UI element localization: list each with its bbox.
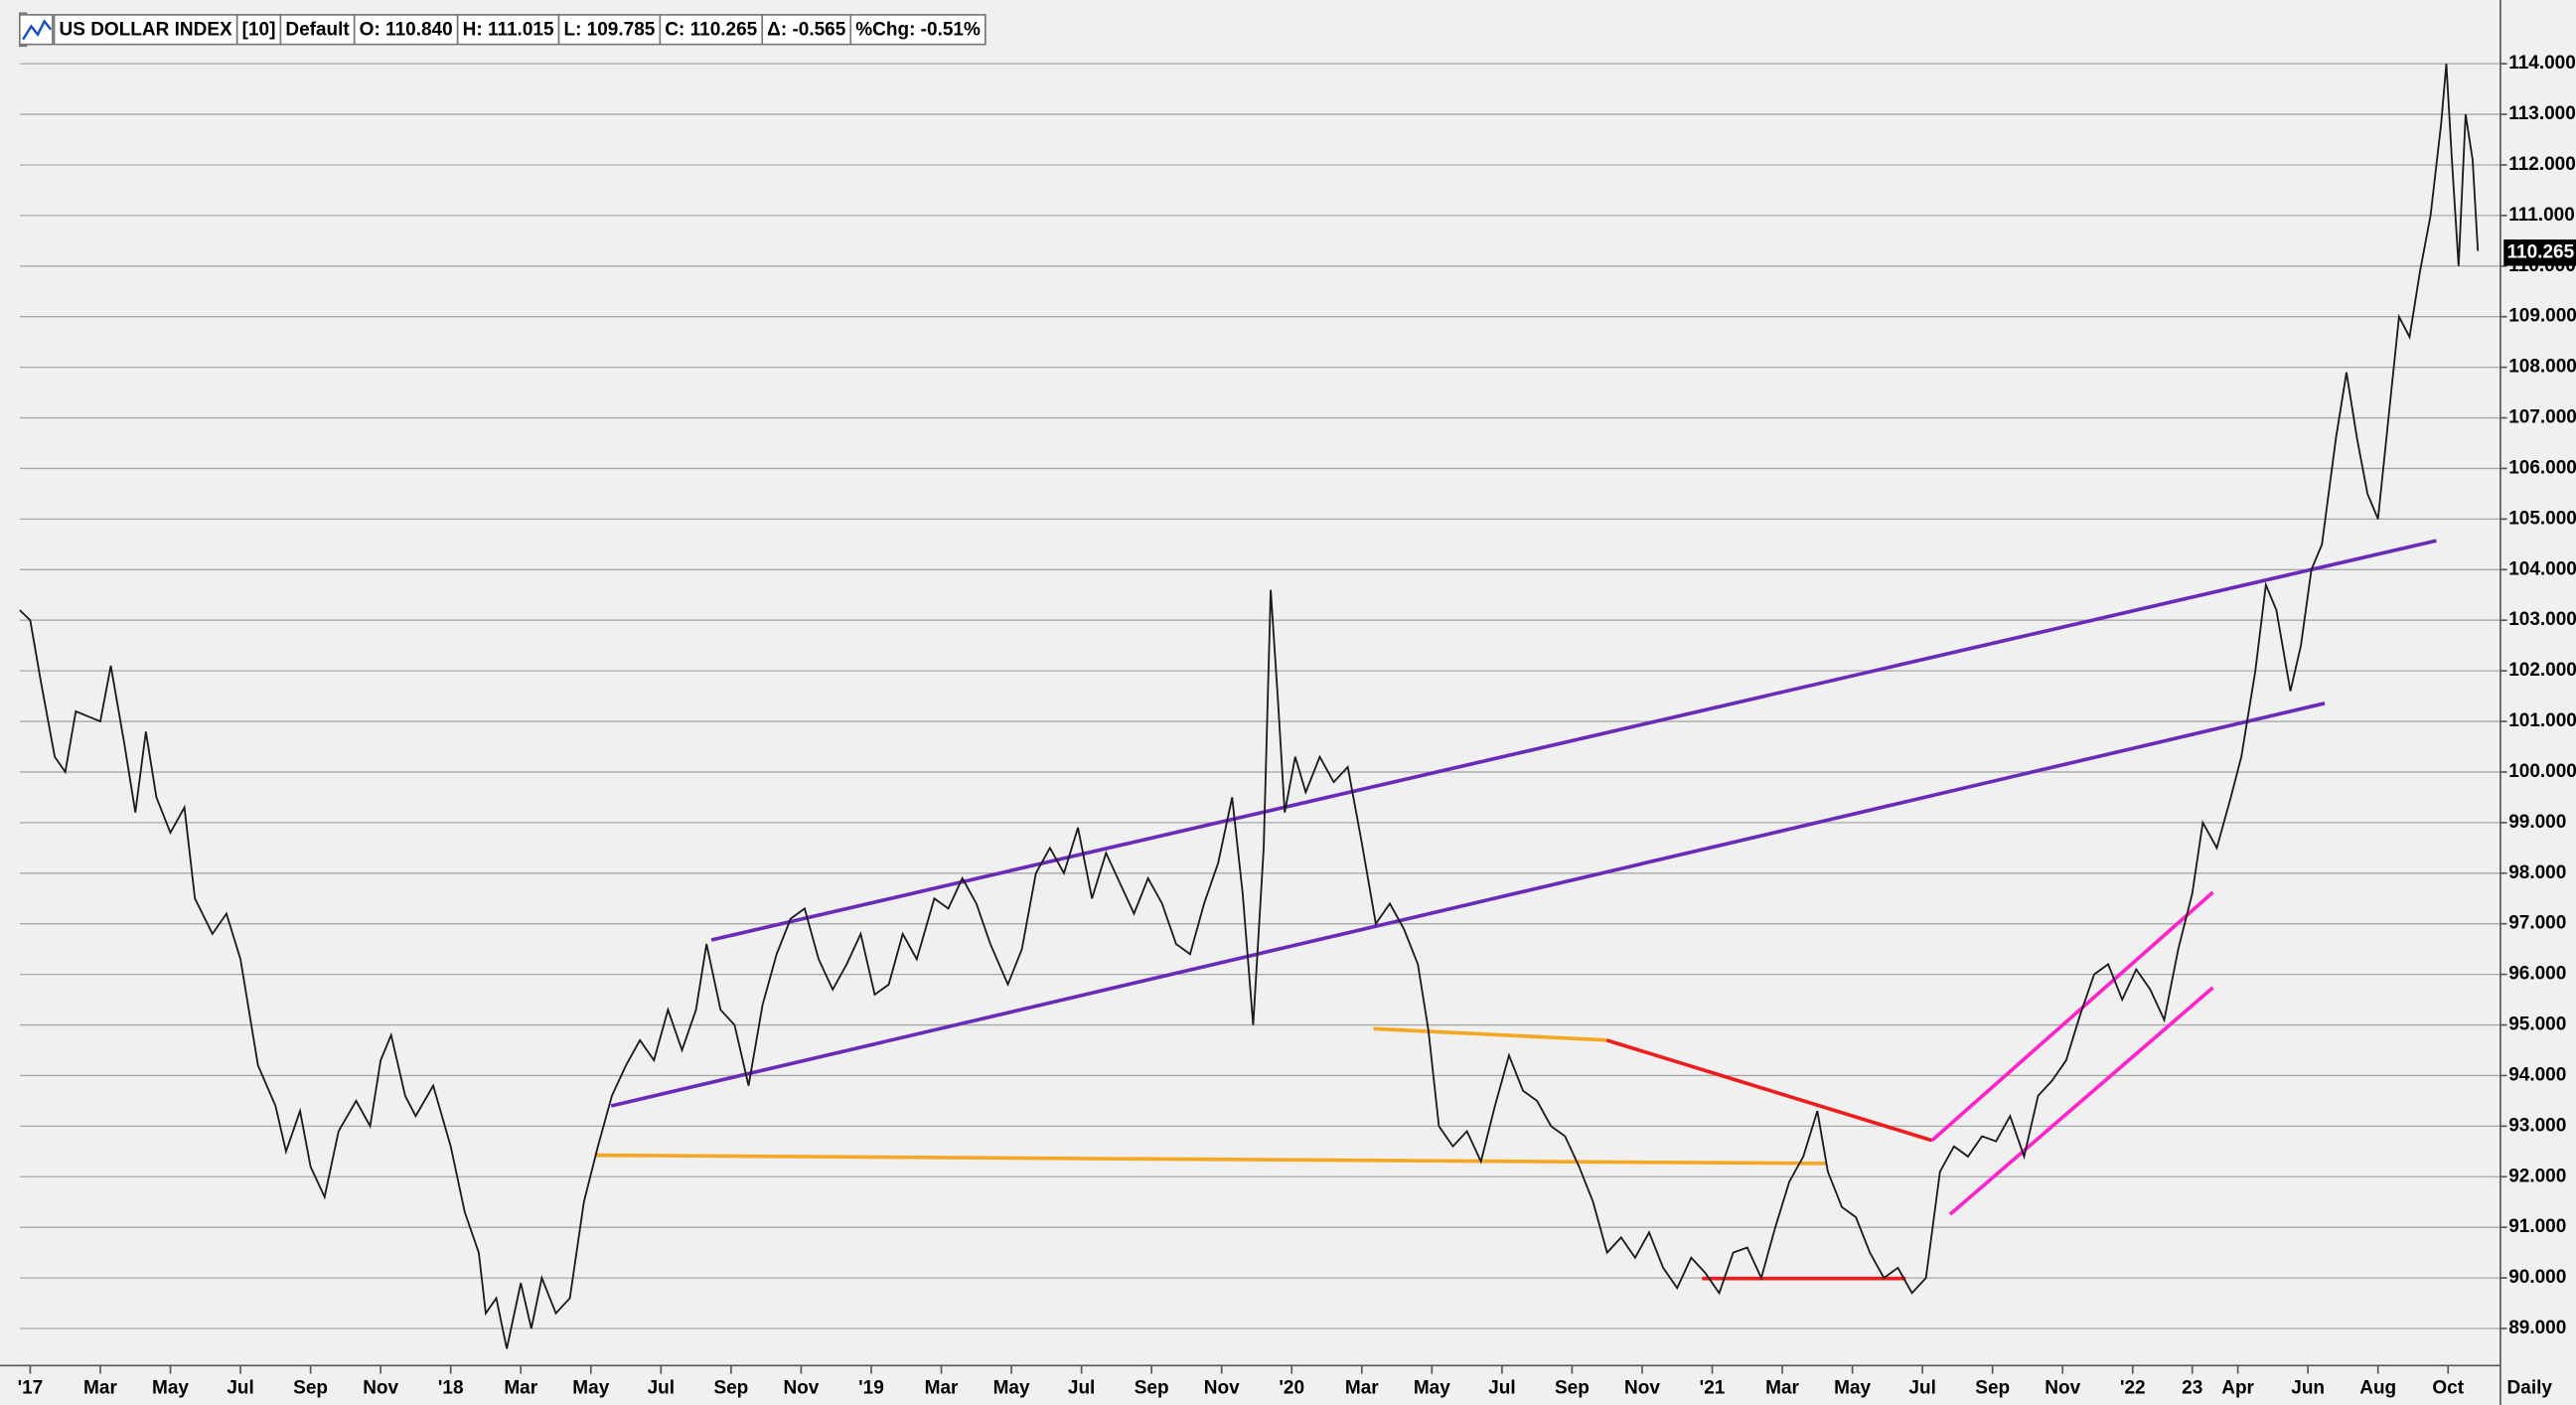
header-item: O: 110.840 [360, 20, 453, 41]
y-tick-label: 93.000 [2508, 1115, 2566, 1136]
x-tick-label: May [993, 1377, 1030, 1398]
y-tick-label: 105.000 [2508, 508, 2576, 529]
y-tick-label: 114.000 [2508, 53, 2576, 74]
x-tick-label: Jul [1068, 1377, 1095, 1398]
x-tick-label: Sep [1555, 1377, 1590, 1398]
price-line [19, 64, 2480, 1349]
axes: 89.000 90.000 91.000 92.000 93.000 94.000 95.0… [18, 53, 2576, 1398]
chart-icon [22, 19, 53, 41]
trendline [1605, 1038, 1933, 1143]
chart-icon-box [19, 14, 54, 46]
x-tick-label: Jul [1908, 1377, 1935, 1398]
y-tick-label: 103.000 [2508, 609, 2576, 630]
header-item: Δ: -0.565 [767, 20, 846, 41]
x-tick-label: Aug [2359, 1377, 2396, 1398]
header-item: C: 110.265 [665, 20, 757, 41]
x-tick-label: Jul [227, 1377, 253, 1398]
x-tick-label: Apr [2221, 1377, 2254, 1398]
x-tick-label: May [1834, 1377, 1871, 1398]
y-tick-label: 99.000 [2508, 812, 2566, 833]
trendline [710, 539, 2437, 942]
period-label: Daily [2507, 1377, 2553, 1398]
x-tick-label: '22 [2120, 1377, 2146, 1398]
y-tick-label: 98.000 [2508, 862, 2566, 883]
y-tick-label: 91.000 [2508, 1216, 2566, 1237]
x-tick-label: Sep [1135, 1377, 1169, 1398]
header-item: H: 111.015 [463, 20, 554, 41]
trendline [610, 702, 2326, 1108]
header-item: [10] [242, 20, 276, 41]
y-tick-label: 101.000 [2508, 710, 2576, 731]
x-tick-label: Sep [293, 1377, 328, 1398]
x-tick-label: '21 [1700, 1377, 1726, 1398]
y-tick-label: 95.000 [2508, 1015, 2566, 1035]
y-tick-label: 106.000 [2508, 457, 2576, 478]
x-tick-label: Mar [1345, 1377, 1379, 1398]
y-tick-label: 104.000 [2508, 558, 2576, 579]
plot [19, 64, 2480, 1349]
trendline [594, 1153, 1827, 1166]
x-tick-label: Mar [83, 1377, 117, 1398]
y-tick-label: 97.000 [2508, 913, 2566, 934]
header-item-box [849, 14, 986, 46]
x-tick-label: Nov [2045, 1377, 2080, 1398]
y-tick-label: 108.000 [2508, 357, 2576, 378]
header-item-box [279, 14, 356, 46]
x-tick-label: May [152, 1377, 189, 1398]
x-tick-label: '18 [438, 1377, 464, 1398]
header-item-box [557, 14, 662, 46]
header-item: Default [285, 20, 350, 41]
x-tick-label: Nov [1624, 1377, 1660, 1398]
y-tick-label: 92.000 [2508, 1166, 2566, 1186]
header-item: %Chg: -0.51% [855, 20, 981, 41]
x-tick-label: Nov [783, 1377, 819, 1398]
x-tick-label: Jul [1488, 1377, 1515, 1398]
header-item: US DOLLAR INDEX [60, 20, 232, 41]
last-price-label: 110.265 [2507, 241, 2575, 262]
x-tick-label: Sep [1975, 1377, 2010, 1398]
trendline [1373, 1026, 1607, 1042]
x-tick-label: May [1414, 1377, 1450, 1398]
x-tick-label: Mar [504, 1377, 537, 1398]
x-tick-label: '20 [1279, 1377, 1304, 1398]
header-item: L: 109.785 [563, 20, 655, 41]
x-tick-label: May [572, 1377, 609, 1398]
y-tick-label: 100.000 [2508, 761, 2576, 782]
y-tick-label: 109.000 [2508, 306, 2576, 327]
header-item-box [235, 14, 282, 46]
x-tick-label: '19 [858, 1377, 884, 1398]
header-item-box [659, 14, 764, 46]
grid [19, 63, 2500, 1329]
y-tick-label: 112.000 [2508, 154, 2576, 175]
x-tick-label: '17 [18, 1377, 44, 1398]
y-tick-label: 113.000 [2508, 103, 2576, 124]
trendlines [594, 539, 2437, 1281]
y-tick-label: 90.000 [2508, 1267, 2566, 1288]
header: US DOLLAR INDEX [10] Default O: 110.840 H: 1… [19, 12, 986, 48]
x-tick-label: Jun [2291, 1377, 2325, 1398]
trendline [1948, 986, 2214, 1216]
x-tick-label: Mar [1765, 1377, 1799, 1398]
trendline [1930, 890, 2214, 1143]
y-tick-label: 107.000 [2508, 407, 2576, 428]
x-tick-label: Oct [2432, 1377, 2464, 1398]
y-tick-label: 111.000 [2508, 205, 2575, 226]
y-tick-label: 102.000 [2508, 660, 2576, 681]
x-tick-label: Jul [648, 1377, 675, 1398]
x-tick-label: Nov [1204, 1377, 1240, 1398]
x-tick-label: 23 [2182, 1377, 2202, 1398]
x-tick-label: Sep [713, 1377, 748, 1398]
header-item-box [456, 14, 560, 46]
x-tick-label: Nov [363, 1377, 398, 1398]
last-price-tag [2503, 239, 2576, 266]
y-tick-label: 96.000 [2508, 964, 2566, 985]
x-tick-label: Mar [925, 1377, 959, 1398]
y-tick-label: 89.000 [2508, 1318, 2566, 1338]
y-tick-label: 94.000 [2508, 1064, 2566, 1085]
